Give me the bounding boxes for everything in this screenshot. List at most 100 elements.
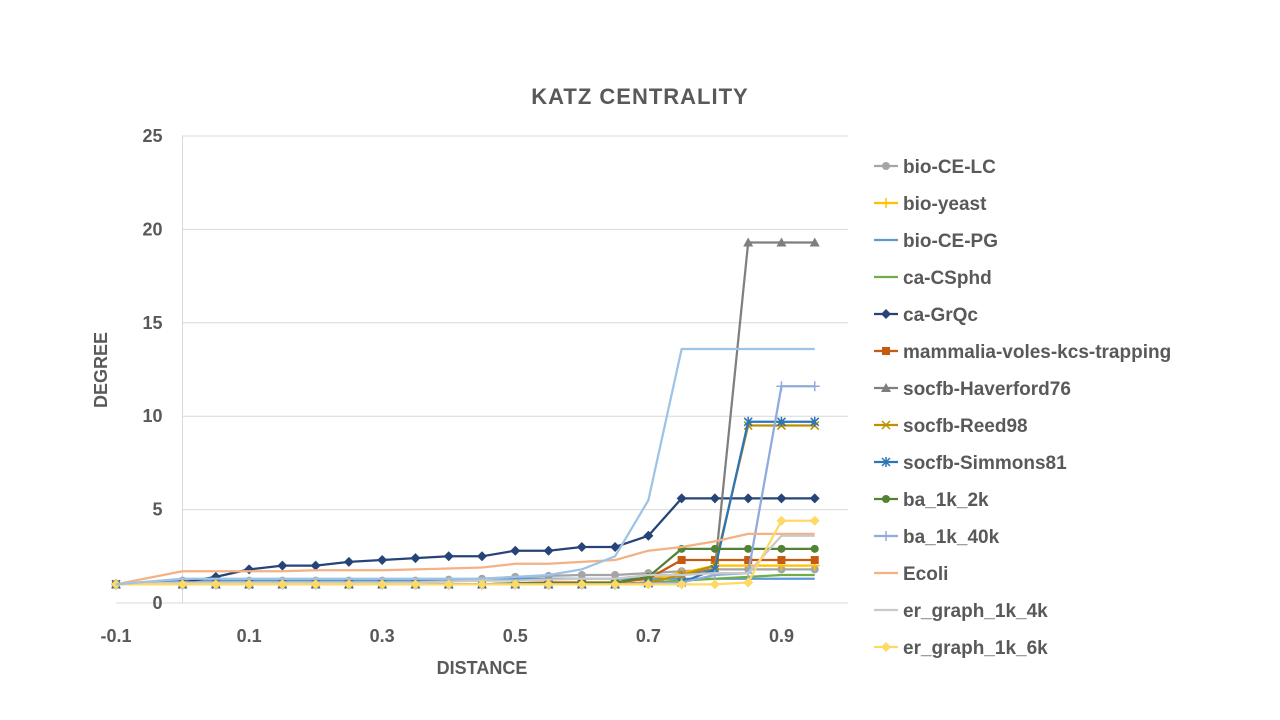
legend-marker xyxy=(882,347,890,355)
data-point xyxy=(443,579,454,590)
series-group xyxy=(111,237,820,590)
y-tick-label: 5 xyxy=(153,500,163,520)
data-point xyxy=(643,579,654,590)
legend-label: socfb-Reed98 xyxy=(903,416,1028,437)
legend-item-bio-ce-lc: bio-CE-LC xyxy=(874,157,996,178)
x-tick-label: -0.1 xyxy=(100,626,131,646)
data-point xyxy=(477,551,487,562)
data-point xyxy=(743,577,754,588)
data-point xyxy=(777,556,786,565)
data-point xyxy=(744,556,753,565)
legend-label: bio-yeast xyxy=(903,194,987,215)
data-point xyxy=(743,237,754,247)
data-point xyxy=(776,493,787,504)
axes xyxy=(116,136,848,604)
data-point xyxy=(543,579,554,590)
data-point xyxy=(776,416,786,427)
legend-label: ca-GrQc xyxy=(903,305,978,326)
data-point xyxy=(310,560,321,571)
legend-label: socfb-Haverford76 xyxy=(903,379,1071,400)
legend-marker xyxy=(881,420,891,430)
series-line-ecoli xyxy=(115,532,815,586)
legend: bio-CE-LC bio-yeast bio-CE-PG ca-CSphd ca-Gr… xyxy=(874,157,1171,659)
data-point xyxy=(277,579,288,590)
y-axis-title: DEGREE xyxy=(91,332,111,408)
data-point xyxy=(510,579,521,590)
x-tick-label: 0.5 xyxy=(503,626,528,646)
data-point xyxy=(510,545,521,556)
legend-item-ca-csphd: ca-CSphd xyxy=(874,268,992,289)
x-tick-label: 0.9 xyxy=(769,626,794,646)
legend-marker xyxy=(881,531,891,541)
legend-label: ba_1k_40k xyxy=(903,527,1000,548)
legend-item-ba-1k-2k: ba_1k_2k xyxy=(874,490,989,511)
legend-label: bio-CE-PG xyxy=(903,231,998,252)
data-point xyxy=(676,493,687,504)
data-point xyxy=(577,570,586,579)
legend-label: socfb-Simmons81 xyxy=(903,453,1067,474)
series-ecoli xyxy=(115,532,815,586)
data-point xyxy=(443,551,454,562)
data-point xyxy=(776,237,787,247)
legend-item-ba-1k-40k: ba_1k_40k xyxy=(874,527,1000,548)
chart-title: KATZ CENTRALITY xyxy=(531,84,748,109)
data-point xyxy=(810,416,820,427)
series-unlabeled xyxy=(115,347,815,586)
y-tick-label: 25 xyxy=(143,126,163,146)
data-point xyxy=(744,544,753,553)
data-point xyxy=(709,579,720,590)
data-point xyxy=(676,579,687,590)
legend-item-bio-ce-pg: bio-CE-PG xyxy=(874,231,998,252)
data-point xyxy=(809,515,820,526)
legend-item-ecoli: Ecoli xyxy=(874,564,948,585)
legend-item-mammalia-voles-kcs-trapping: mammalia-voles-kcs-trapping xyxy=(874,342,1171,363)
data-point xyxy=(343,556,354,567)
data-point xyxy=(777,544,786,553)
data-point xyxy=(410,579,421,590)
data-point xyxy=(710,544,719,553)
legend-label: ba_1k_2k xyxy=(903,490,989,511)
data-point xyxy=(277,560,288,571)
y-tick-label: 20 xyxy=(143,219,163,239)
data-point xyxy=(310,579,321,590)
legend-item-socfb-haverford76: socfb-Haverford76 xyxy=(874,379,1071,400)
y-tick-label: 10 xyxy=(143,406,163,426)
data-point xyxy=(610,579,621,590)
legend-item-ca-grqc: ca-GrQc xyxy=(874,305,978,326)
y-tick-label: 15 xyxy=(143,313,163,333)
legend-label: er_graph_1k_4k xyxy=(903,601,1048,622)
legend-label: mammalia-voles-kcs-trapping xyxy=(903,342,1171,363)
data-point xyxy=(377,579,388,590)
legend-item-bio-yeast: bio-yeast xyxy=(874,194,987,215)
x-tick-label: 0.1 xyxy=(237,626,262,646)
data-point xyxy=(709,493,720,504)
data-point xyxy=(244,579,255,590)
gridlines xyxy=(182,135,848,511)
legend-item-er-graph-1k-4k: er_graph_1k_4k xyxy=(874,601,1048,622)
legend-label: bio-CE-LC xyxy=(903,157,996,178)
data-point xyxy=(743,493,754,504)
data-point xyxy=(776,381,787,392)
data-point xyxy=(611,570,620,579)
legend-item-socfb-reed98: socfb-Reed98 xyxy=(874,416,1028,437)
data-point xyxy=(543,545,554,556)
data-point xyxy=(776,515,787,526)
data-point xyxy=(809,493,820,504)
data-point xyxy=(210,579,221,590)
data-point xyxy=(810,544,819,553)
data-point xyxy=(810,556,819,565)
data-point xyxy=(177,579,188,590)
legend-item-er-graph-1k-6k: er_graph_1k_6k xyxy=(874,638,1048,659)
data-point xyxy=(610,541,621,552)
legend-marker xyxy=(881,198,891,208)
data-point xyxy=(576,579,587,590)
tick-labels: 0 5 10 15 20 25 -0.1 0.1 0.3 0.5 0.7 0.9 xyxy=(100,126,793,646)
data-point xyxy=(677,556,686,565)
data-point xyxy=(743,416,753,427)
legend-marker xyxy=(882,495,890,503)
legend-label: Ecoli xyxy=(903,564,948,585)
data-point xyxy=(809,381,820,392)
